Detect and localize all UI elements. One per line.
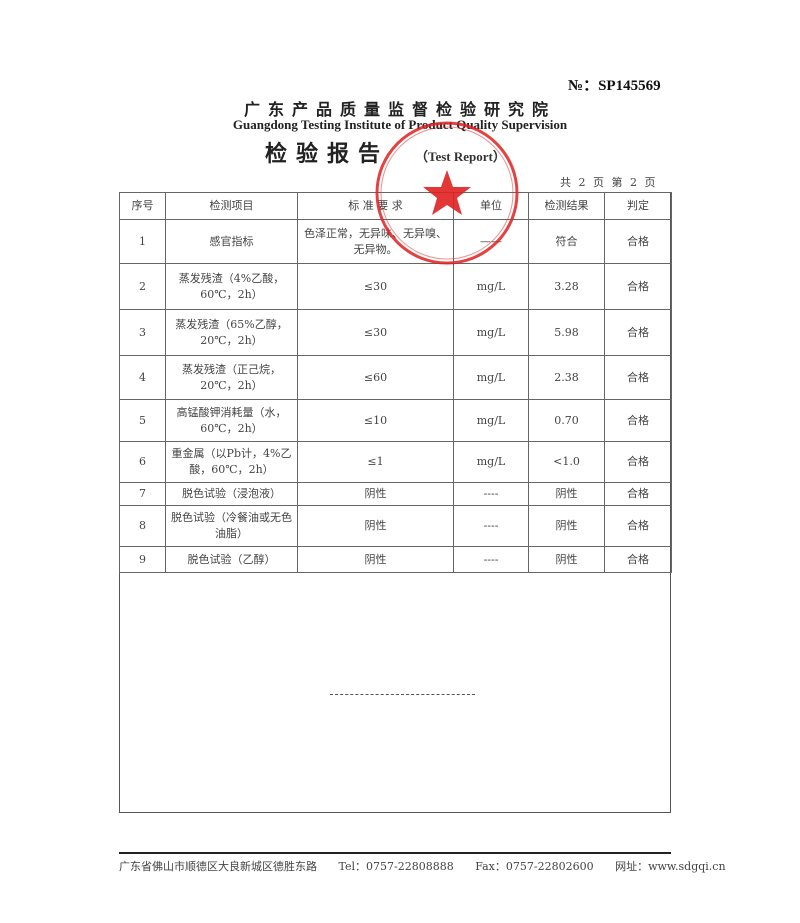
table-cell: 8 (119, 505, 166, 547)
results-table: 序号 检测项目标 准 要 求单位 检测结果 判定 1 感官指标 色泽正常，无异味、无异嗅、无… (119, 192, 672, 573)
table-cell: 阴性 (528, 505, 605, 547)
table-cell: 合格 (604, 355, 672, 400)
table-cell: ---- (453, 546, 529, 573)
table-cell: 合格 (604, 482, 672, 506)
table-cell: 阴性 (297, 546, 454, 573)
table-cell: mg/L (453, 263, 529, 310)
footer-fax: Fax：0757-22802600 (475, 860, 594, 873)
table-cell: 7 (119, 482, 166, 506)
table-cell: 色泽正常，无异味、无异嗅、无异物。 (297, 219, 454, 264)
table-cell: ≤30 (297, 309, 454, 356)
table-cell: 蒸发残渣（65%乙醇，20℃，2h） (165, 309, 298, 356)
table-row: 9 脱色试验（乙醇） 阴性 ---- 阴性 合格 (119, 546, 672, 573)
table-row: 3 蒸发残渣（65%乙醇，20℃，2h） ≤30 mg/L 5.98 合格 (119, 309, 672, 356)
table-cell: —— (453, 219, 529, 264)
table-cell: 9 (119, 546, 166, 573)
table-cell: 合格 (604, 263, 672, 310)
institute-name-cn: 广东产品质量监督检验研究院 (243, 100, 556, 119)
table-cell: 蒸发残渣（正己烷，20℃，2h） (165, 355, 298, 400)
table-cell: 重金属（以Pb计，4%乙酸，60℃，2h） (165, 441, 298, 483)
table-cell: 合格 (604, 546, 672, 573)
report-title-en: （Test Report） (415, 149, 506, 164)
table-cell: 感官指标 (165, 219, 298, 264)
column-header: 检测结果 (528, 192, 605, 220)
table-cell: 3.28 (528, 263, 605, 310)
table-cell: 合格 (604, 399, 672, 442)
footer-rule (119, 852, 671, 854)
table-cell: mg/L (453, 399, 529, 442)
report-number: №：SP145569 (568, 78, 661, 94)
table-row: 5 高锰酸钾消耗量（水，60℃，2h） ≤10 mg/L 0.70 合格 (119, 399, 672, 442)
column-header: 判定 (604, 192, 672, 220)
table-row: 1 感官指标 色泽正常，无异味、无异嗅、无异物。 —— 符合 合格 (119, 219, 672, 264)
table-cell: ≤30 (297, 263, 454, 310)
end-divider (330, 694, 475, 695)
column-header: 检测项目 (165, 192, 298, 220)
table-cell: 脱色试验（浸泡液） (165, 482, 298, 506)
table-cell: ---- (453, 482, 529, 506)
table-cell: 合格 (604, 309, 672, 356)
table-cell: 脱色试验（冷餐油或无色油脂） (165, 505, 298, 547)
table-row: 7 脱色试验（浸泡液） 阴性 ---- 阴性 合格 (119, 482, 672, 506)
table-cell: 3 (119, 309, 166, 356)
table-cell: 蒸发残渣（4%乙酸，60℃，2h） (165, 263, 298, 310)
table-cell: 阴性 (528, 546, 605, 573)
page-info: 共 2 页 第 2 页 (560, 176, 658, 189)
table-cell: 6 (119, 441, 166, 483)
table-cell: 4 (119, 355, 166, 400)
column-header: 序号 (119, 192, 166, 220)
table-cell: 合格 (604, 219, 672, 264)
table-cell: ≤60 (297, 355, 454, 400)
table-cell: 阴性 (297, 505, 454, 547)
table-cell: 2.38 (528, 355, 605, 400)
table-row: 2 蒸发残渣（4%乙酸，60℃，2h） ≤30 mg/L 3.28 合格 (119, 263, 672, 310)
table-cell: 阴性 (297, 482, 454, 506)
column-header: 标 准 要 求 (297, 192, 454, 220)
table-row: 4 蒸发残渣（正己烷，20℃，2h） ≤60 mg/L 2.38 合格 (119, 355, 672, 400)
table-cell: mg/L (453, 355, 529, 400)
table-cell: 合格 (604, 505, 672, 547)
table-cell: ---- (453, 505, 529, 547)
table-row: 8 脱色试验（冷餐油或无色油脂） 阴性 ---- 阴性 合格 (119, 505, 672, 547)
table-cell: 5 (119, 399, 166, 442)
table-cell: 符合 (528, 219, 605, 264)
table-header-row: 序号 检测项目标 准 要 求单位 检测结果 判定 (119, 192, 672, 220)
table-cell: 0.70 (528, 399, 605, 442)
table-cell: 5.98 (528, 309, 605, 356)
table-cell: ≤10 (297, 399, 454, 442)
table-cell: mg/L (453, 441, 529, 483)
table-cell: 阴性 (528, 482, 605, 506)
table-cell: 合格 (604, 441, 672, 483)
footer-tel: Tel：0757-22808888 (338, 860, 454, 873)
table-cell: 高锰酸钾消耗量（水，60℃，2h） (165, 399, 298, 442)
institute-name-en: Guangdong Testing Institute of Product Q… (232, 117, 568, 132)
table-row: 6 重金属（以Pb计，4%乙酸，60℃，2h） ≤1 mg/L <1.0 合格 (119, 441, 672, 483)
footer: 广东省佛山市顺德区大良新城区德胜东路 Tel：0757-22808888 Fax… (119, 858, 744, 874)
report-title-cn: 检验报告 (265, 141, 390, 167)
footer-address: 广东省佛山市顺德区大良新城区德胜东路 (119, 860, 317, 873)
table-cell: <1.0 (528, 441, 605, 483)
table-cell: ≤1 (297, 441, 454, 483)
table-cell: 1 (119, 219, 166, 264)
table-cell: mg/L (453, 309, 529, 356)
column-header: 单位 (453, 192, 529, 220)
table-cell: 脱色试验（乙醇） (165, 546, 298, 573)
table-cell: 2 (119, 263, 166, 310)
footer-web: 网址：www.sdgqi.cn (615, 860, 726, 873)
